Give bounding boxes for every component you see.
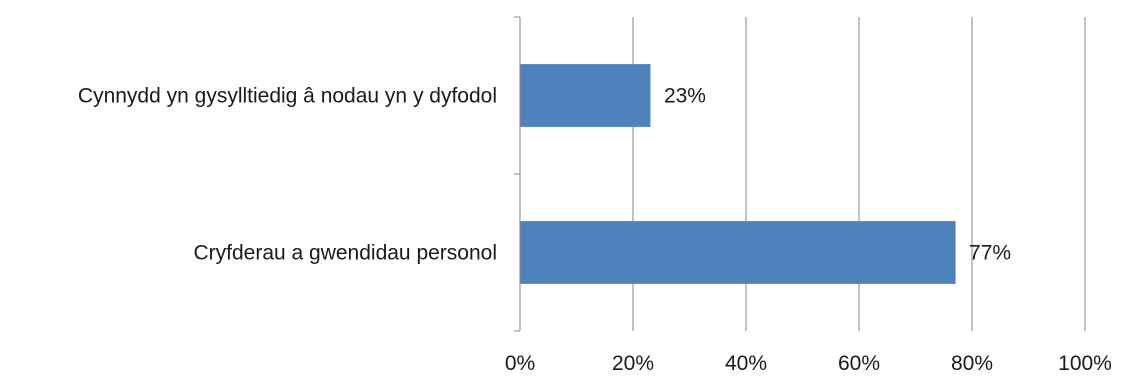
y-axis bbox=[514, 16, 521, 332]
category-label: Cryfderau a gwendidau personol bbox=[193, 242, 497, 265]
x-tick-label: 40% bbox=[725, 352, 767, 375]
x-tick-label: 80% bbox=[951, 352, 993, 375]
x-tick-label: 100% bbox=[1058, 352, 1112, 375]
bar bbox=[520, 64, 651, 127]
bar bbox=[520, 221, 956, 284]
bars bbox=[520, 64, 956, 284]
x-tick-label: 20% bbox=[612, 352, 654, 375]
labels: 0% 20% 40% 60% 80% 100% 23% Cynnydd yn gysyllti… bbox=[78, 85, 1112, 376]
x-tick-label: 0% bbox=[505, 352, 535, 375]
x-tick-label: 60% bbox=[838, 352, 880, 375]
data-label: 77% bbox=[969, 242, 1011, 265]
data-label: 23% bbox=[664, 85, 706, 108]
category-label: Cynnydd yn gysylltiedig â nodau yn y dyf… bbox=[78, 85, 497, 108]
